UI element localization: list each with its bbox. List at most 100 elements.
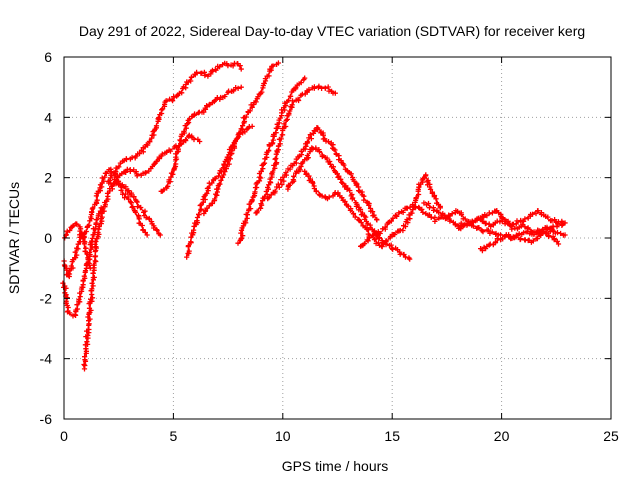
x-tick-label: 0 [60, 428, 68, 444]
data-point [484, 213, 490, 219]
data-point [345, 203, 351, 209]
data-point [364, 221, 370, 227]
data-point [127, 168, 133, 174]
data-point [266, 147, 272, 153]
data-point [280, 132, 286, 138]
data-point [404, 216, 410, 223]
data-point [499, 215, 505, 221]
data-point [436, 209, 442, 215]
data-point [255, 94, 261, 100]
data-point [242, 218, 248, 224]
data-point [560, 220, 566, 226]
data-point [185, 243, 191, 249]
data-point [154, 227, 160, 233]
data-point [144, 232, 150, 238]
data-point [360, 223, 366, 229]
data-point [302, 146, 308, 152]
data-point [207, 101, 213, 107]
data-point [376, 235, 383, 241]
series-arc13 [285, 145, 413, 262]
data-point [64, 267, 70, 273]
data-point [205, 185, 211, 191]
data-point [427, 184, 433, 190]
data-point [259, 89, 265, 95]
data-point [421, 200, 427, 206]
data-point [530, 211, 536, 217]
data-point [452, 222, 458, 228]
data-point [306, 135, 312, 141]
data-point [416, 204, 422, 210]
data-point [81, 273, 87, 279]
data-point [470, 223, 477, 229]
data-point [513, 221, 519, 227]
data-point [270, 63, 276, 69]
data-point [64, 228, 70, 234]
data-point [341, 162, 347, 168]
data-point [476, 225, 482, 231]
data-point [142, 208, 148, 214]
data-point [88, 214, 94, 220]
data-point [134, 204, 141, 210]
data-point [226, 155, 232, 161]
series-arc10 [235, 75, 308, 246]
data-point [89, 286, 95, 292]
data-point [558, 230, 564, 237]
data-point [347, 207, 353, 213]
data-point [374, 217, 380, 223]
x-tick-label: 20 [494, 428, 510, 444]
data-point [535, 208, 541, 214]
data-point [282, 107, 288, 113]
data-point [209, 180, 215, 186]
data-point [420, 209, 426, 215]
data-point [315, 125, 321, 131]
data-point [258, 201, 264, 207]
data-point [479, 248, 485, 254]
data-point [400, 209, 406, 215]
data-point [339, 195, 345, 201]
data-point [506, 232, 512, 238]
data-point [136, 151, 143, 157]
data-point [91, 274, 97, 280]
data-point [233, 85, 239, 91]
data-point [64, 295, 70, 301]
data-point [287, 108, 293, 114]
data-point [404, 205, 410, 211]
data-point [275, 60, 282, 66]
series-arc12 [265, 125, 380, 223]
data-point [222, 93, 228, 100]
data-point [209, 200, 215, 207]
data-point [306, 86, 312, 93]
data-point [253, 99, 259, 105]
data-point [118, 187, 124, 193]
data-point [365, 227, 372, 233]
data-point [492, 240, 498, 246]
data-point [240, 123, 246, 129]
data-point [197, 138, 203, 145]
x-axis-ticks: 0 5 10 15 20 25 [60, 57, 619, 444]
data-point [114, 175, 120, 181]
data-point [423, 173, 429, 179]
data-point [383, 238, 389, 244]
data-point [145, 142, 151, 148]
data-point [128, 192, 134, 198]
data-point [525, 225, 531, 231]
data-point [166, 177, 172, 183]
data-point [235, 240, 241, 246]
data-point [238, 84, 244, 90]
data-point [67, 310, 73, 316]
data-point [518, 236, 524, 242]
data-point [123, 184, 129, 190]
data-point [392, 231, 398, 238]
data-point [258, 175, 264, 181]
data-point [288, 93, 294, 99]
data-point [283, 103, 289, 109]
data-point [489, 229, 495, 235]
data-point [126, 188, 132, 194]
data-point [407, 204, 413, 210]
data-point [201, 109, 207, 115]
data-point [281, 178, 287, 184]
data-point [218, 177, 224, 183]
y-tick-label: 0 [44, 230, 52, 246]
data-point [127, 199, 134, 205]
data-point [348, 171, 354, 177]
